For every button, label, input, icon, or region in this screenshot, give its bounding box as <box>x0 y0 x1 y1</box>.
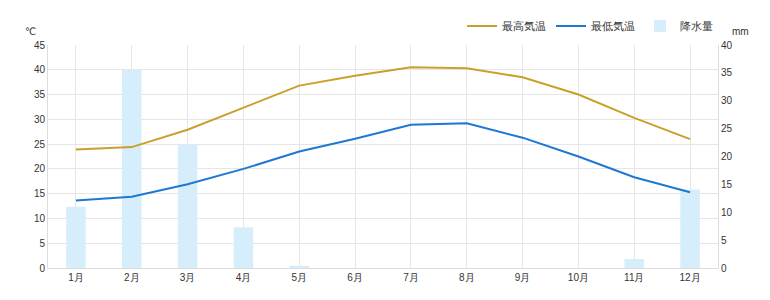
svg-text:20: 20 <box>721 151 733 162</box>
svg-text:1月: 1月 <box>68 272 84 283</box>
svg-text:2月: 2月 <box>124 272 140 283</box>
svg-text:8月: 8月 <box>459 272 475 283</box>
svg-text:0: 0 <box>39 263 45 274</box>
svg-text:25: 25 <box>34 139 46 150</box>
svg-text:40: 40 <box>34 64 46 75</box>
svg-text:3月: 3月 <box>180 272 196 283</box>
svg-text:9月: 9月 <box>515 272 531 283</box>
svg-text:20: 20 <box>34 163 46 174</box>
svg-text:15: 15 <box>721 179 733 190</box>
svg-text:℃: ℃ <box>25 26 36 37</box>
svg-text:降水量: 降水量 <box>680 20 713 32</box>
svg-text:5: 5 <box>39 238 45 249</box>
svg-text:11月: 11月 <box>624 272 644 283</box>
svg-text:10: 10 <box>721 207 733 218</box>
svg-text:30: 30 <box>721 95 733 106</box>
svg-text:40: 40 <box>721 40 733 51</box>
svg-text:15: 15 <box>34 188 46 199</box>
svg-text:mm: mm <box>732 26 749 37</box>
svg-text:10: 10 <box>34 213 46 224</box>
svg-text:最高気温: 最高気温 <box>502 20 546 32</box>
svg-text:0: 0 <box>721 263 727 274</box>
svg-text:5月: 5月 <box>291 272 307 283</box>
svg-text:35: 35 <box>34 89 46 100</box>
svg-text:6月: 6月 <box>347 272 363 283</box>
svg-text:12月: 12月 <box>680 272 701 283</box>
svg-text:最低気温: 最低気温 <box>591 20 635 32</box>
svg-text:30: 30 <box>34 114 46 125</box>
svg-text:45: 45 <box>34 40 46 51</box>
svg-text:35: 35 <box>721 67 733 78</box>
svg-text:5: 5 <box>721 235 727 246</box>
svg-text:7月: 7月 <box>403 272 419 283</box>
svg-text:10月: 10月 <box>568 272 589 283</box>
svg-text:25: 25 <box>721 123 733 134</box>
svg-text:4月: 4月 <box>236 272 252 283</box>
